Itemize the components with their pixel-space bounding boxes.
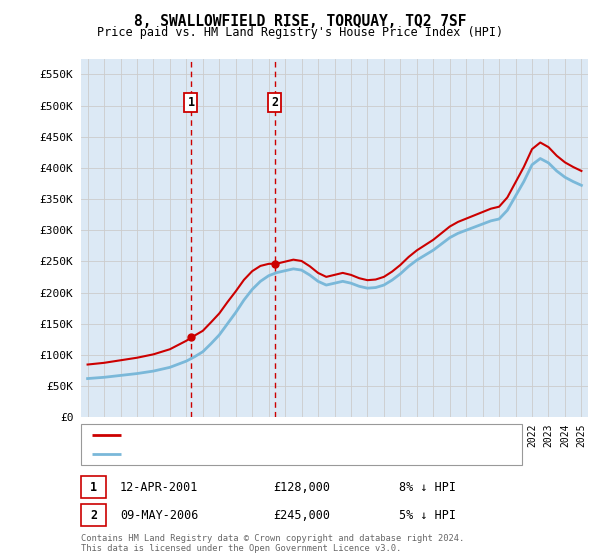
- Text: 09-MAY-2006: 09-MAY-2006: [120, 508, 199, 522]
- Text: £128,000: £128,000: [273, 480, 330, 494]
- Text: Price paid vs. HM Land Registry's House Price Index (HPI): Price paid vs. HM Land Registry's House …: [97, 26, 503, 39]
- Text: 1: 1: [90, 480, 97, 494]
- Text: 2: 2: [271, 96, 278, 109]
- Text: 5% ↓ HPI: 5% ↓ HPI: [399, 508, 456, 522]
- Text: 2: 2: [90, 508, 97, 522]
- Text: 8, SWALLOWFIELD RISE, TORQUAY, TQ2 7SF (detached house): 8, SWALLOWFIELD RISE, TORQUAY, TQ2 7SF (…: [128, 430, 485, 440]
- Text: 8, SWALLOWFIELD RISE, TORQUAY, TQ2 7SF: 8, SWALLOWFIELD RISE, TORQUAY, TQ2 7SF: [134, 14, 466, 29]
- Text: 1: 1: [187, 96, 194, 109]
- Text: 8% ↓ HPI: 8% ↓ HPI: [399, 480, 456, 494]
- Text: HPI: Average price, detached house, Torbay: HPI: Average price, detached house, Torb…: [128, 449, 401, 459]
- Text: 12-APR-2001: 12-APR-2001: [120, 480, 199, 494]
- Text: Contains HM Land Registry data © Crown copyright and database right 2024.
This d: Contains HM Land Registry data © Crown c…: [81, 534, 464, 553]
- Text: £245,000: £245,000: [273, 508, 330, 522]
